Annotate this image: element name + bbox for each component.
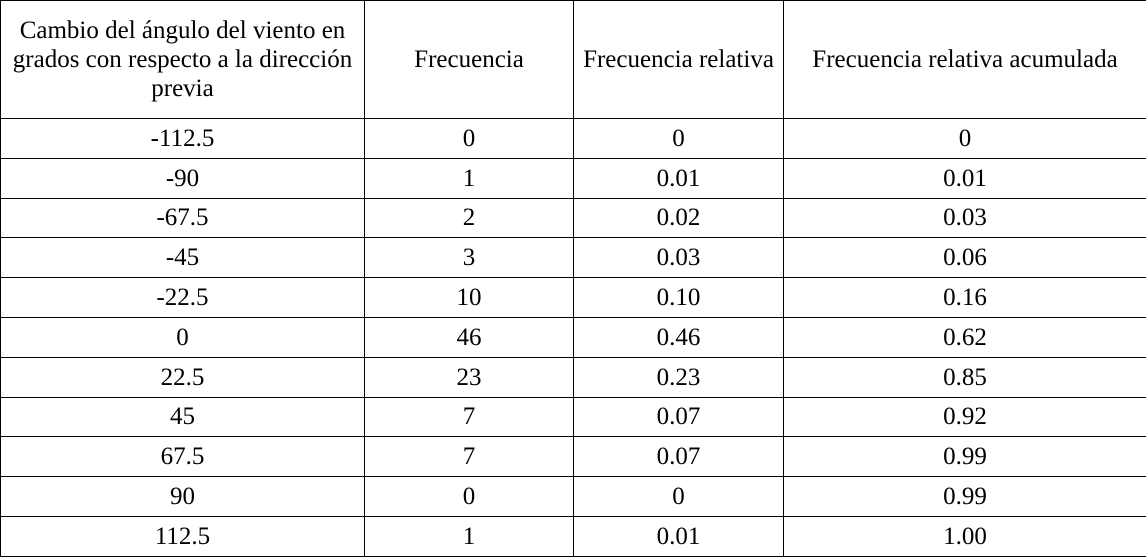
- cell-angle-change: 45: [1, 397, 365, 437]
- cell-cumulative-relative-frequency: 0.92: [784, 397, 1146, 437]
- cell-frequency: 2: [365, 198, 574, 238]
- cell-angle-change: 112.5: [1, 516, 365, 556]
- cell-frequency: 1: [365, 516, 574, 556]
- cell-angle-change: 90: [1, 477, 365, 517]
- cell-cumulative-relative-frequency: 0.16: [784, 278, 1146, 318]
- cell-angle-change: -90: [1, 158, 365, 198]
- cell-relative-frequency: 0.01: [574, 516, 784, 556]
- cell-cumulative-relative-frequency: 1.00: [784, 516, 1146, 556]
- cell-angle-change: -45: [1, 238, 365, 278]
- cell-relative-frequency: 0.03: [574, 238, 784, 278]
- cell-relative-frequency: 0: [574, 119, 784, 159]
- cell-cumulative-relative-frequency: 0.85: [784, 357, 1146, 397]
- cell-relative-frequency: 0.07: [574, 437, 784, 477]
- cell-frequency: 0: [365, 119, 574, 159]
- header-relative-frequency: Frecuencia relativa: [574, 1, 784, 119]
- table-header: Cambio del ángulo del viento en grados c…: [1, 1, 1146, 119]
- header-frequency: Frecuencia: [365, 1, 574, 119]
- cell-angle-change: 0: [1, 317, 365, 357]
- cell-frequency: 7: [365, 397, 574, 437]
- cell-relative-frequency: 0: [574, 477, 784, 517]
- cell-angle-change: 22.5: [1, 357, 365, 397]
- cell-frequency: 7: [365, 437, 574, 477]
- cell-cumulative-relative-frequency: 0.62: [784, 317, 1146, 357]
- cell-relative-frequency: 0.10: [574, 278, 784, 318]
- cell-relative-frequency: 0.01: [574, 158, 784, 198]
- header-cumulative-relative-frequency: Frecuencia relativa acumulada: [784, 1, 1146, 119]
- cell-frequency: 1: [365, 158, 574, 198]
- cell-angle-change: -112.5: [1, 119, 365, 159]
- cell-angle-change: 67.5: [1, 437, 365, 477]
- cell-relative-frequency: 0.02: [574, 198, 784, 238]
- cell-cumulative-relative-frequency: 0.99: [784, 477, 1146, 517]
- cell-cumulative-relative-frequency: 0: [784, 119, 1146, 159]
- cell-relative-frequency: 0.07: [574, 397, 784, 437]
- cell-cumulative-relative-frequency: 0.01: [784, 158, 1146, 198]
- cell-frequency: 0: [365, 477, 574, 517]
- cell-angle-change: -22.5: [1, 278, 365, 318]
- cell-frequency: 46: [365, 317, 574, 357]
- cell-relative-frequency: 0.46: [574, 317, 784, 357]
- cell-relative-frequency: 0.23: [574, 357, 784, 397]
- cell-cumulative-relative-frequency: 0.99: [784, 437, 1146, 477]
- cell-frequency: 23: [365, 357, 574, 397]
- cell-angle-change: -67.5: [1, 198, 365, 238]
- cell-cumulative-relative-frequency: 0.06: [784, 238, 1146, 278]
- header-angle-change: Cambio del ángulo del viento en grados c…: [1, 1, 365, 119]
- header-row: Cambio del ángulo del viento en grados c…: [1, 1, 1146, 119]
- cell-cumulative-relative-frequency: 0.03: [784, 198, 1146, 238]
- cell-frequency: 10: [365, 278, 574, 318]
- cell-frequency: 3: [365, 238, 574, 278]
